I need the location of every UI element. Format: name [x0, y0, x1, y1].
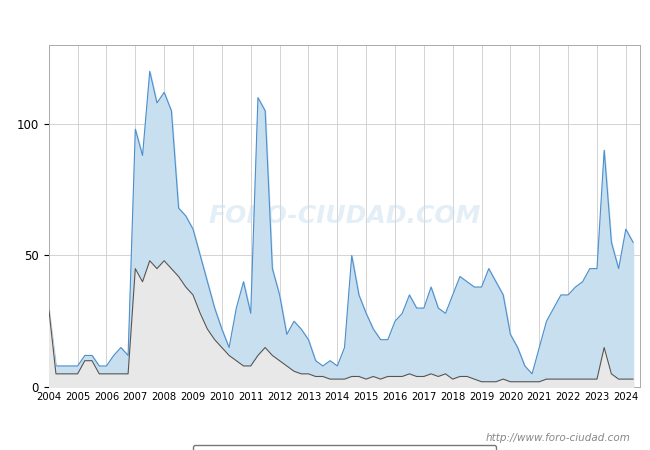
Legend: Viviendas Nuevas, Viviendas Usadas: Viviendas Nuevas, Viviendas Usadas [192, 445, 497, 450]
Text: FORO-CIUDAD.COM: FORO-CIUDAD.COM [208, 204, 481, 228]
Text: Marchena - Evolucion del Nº de Transacciones Inmobiliarias: Marchena - Evolucion del Nº de Transacci… [107, 13, 543, 28]
Text: http://www.foro-ciudad.com: http://www.foro-ciudad.com [486, 433, 630, 443]
